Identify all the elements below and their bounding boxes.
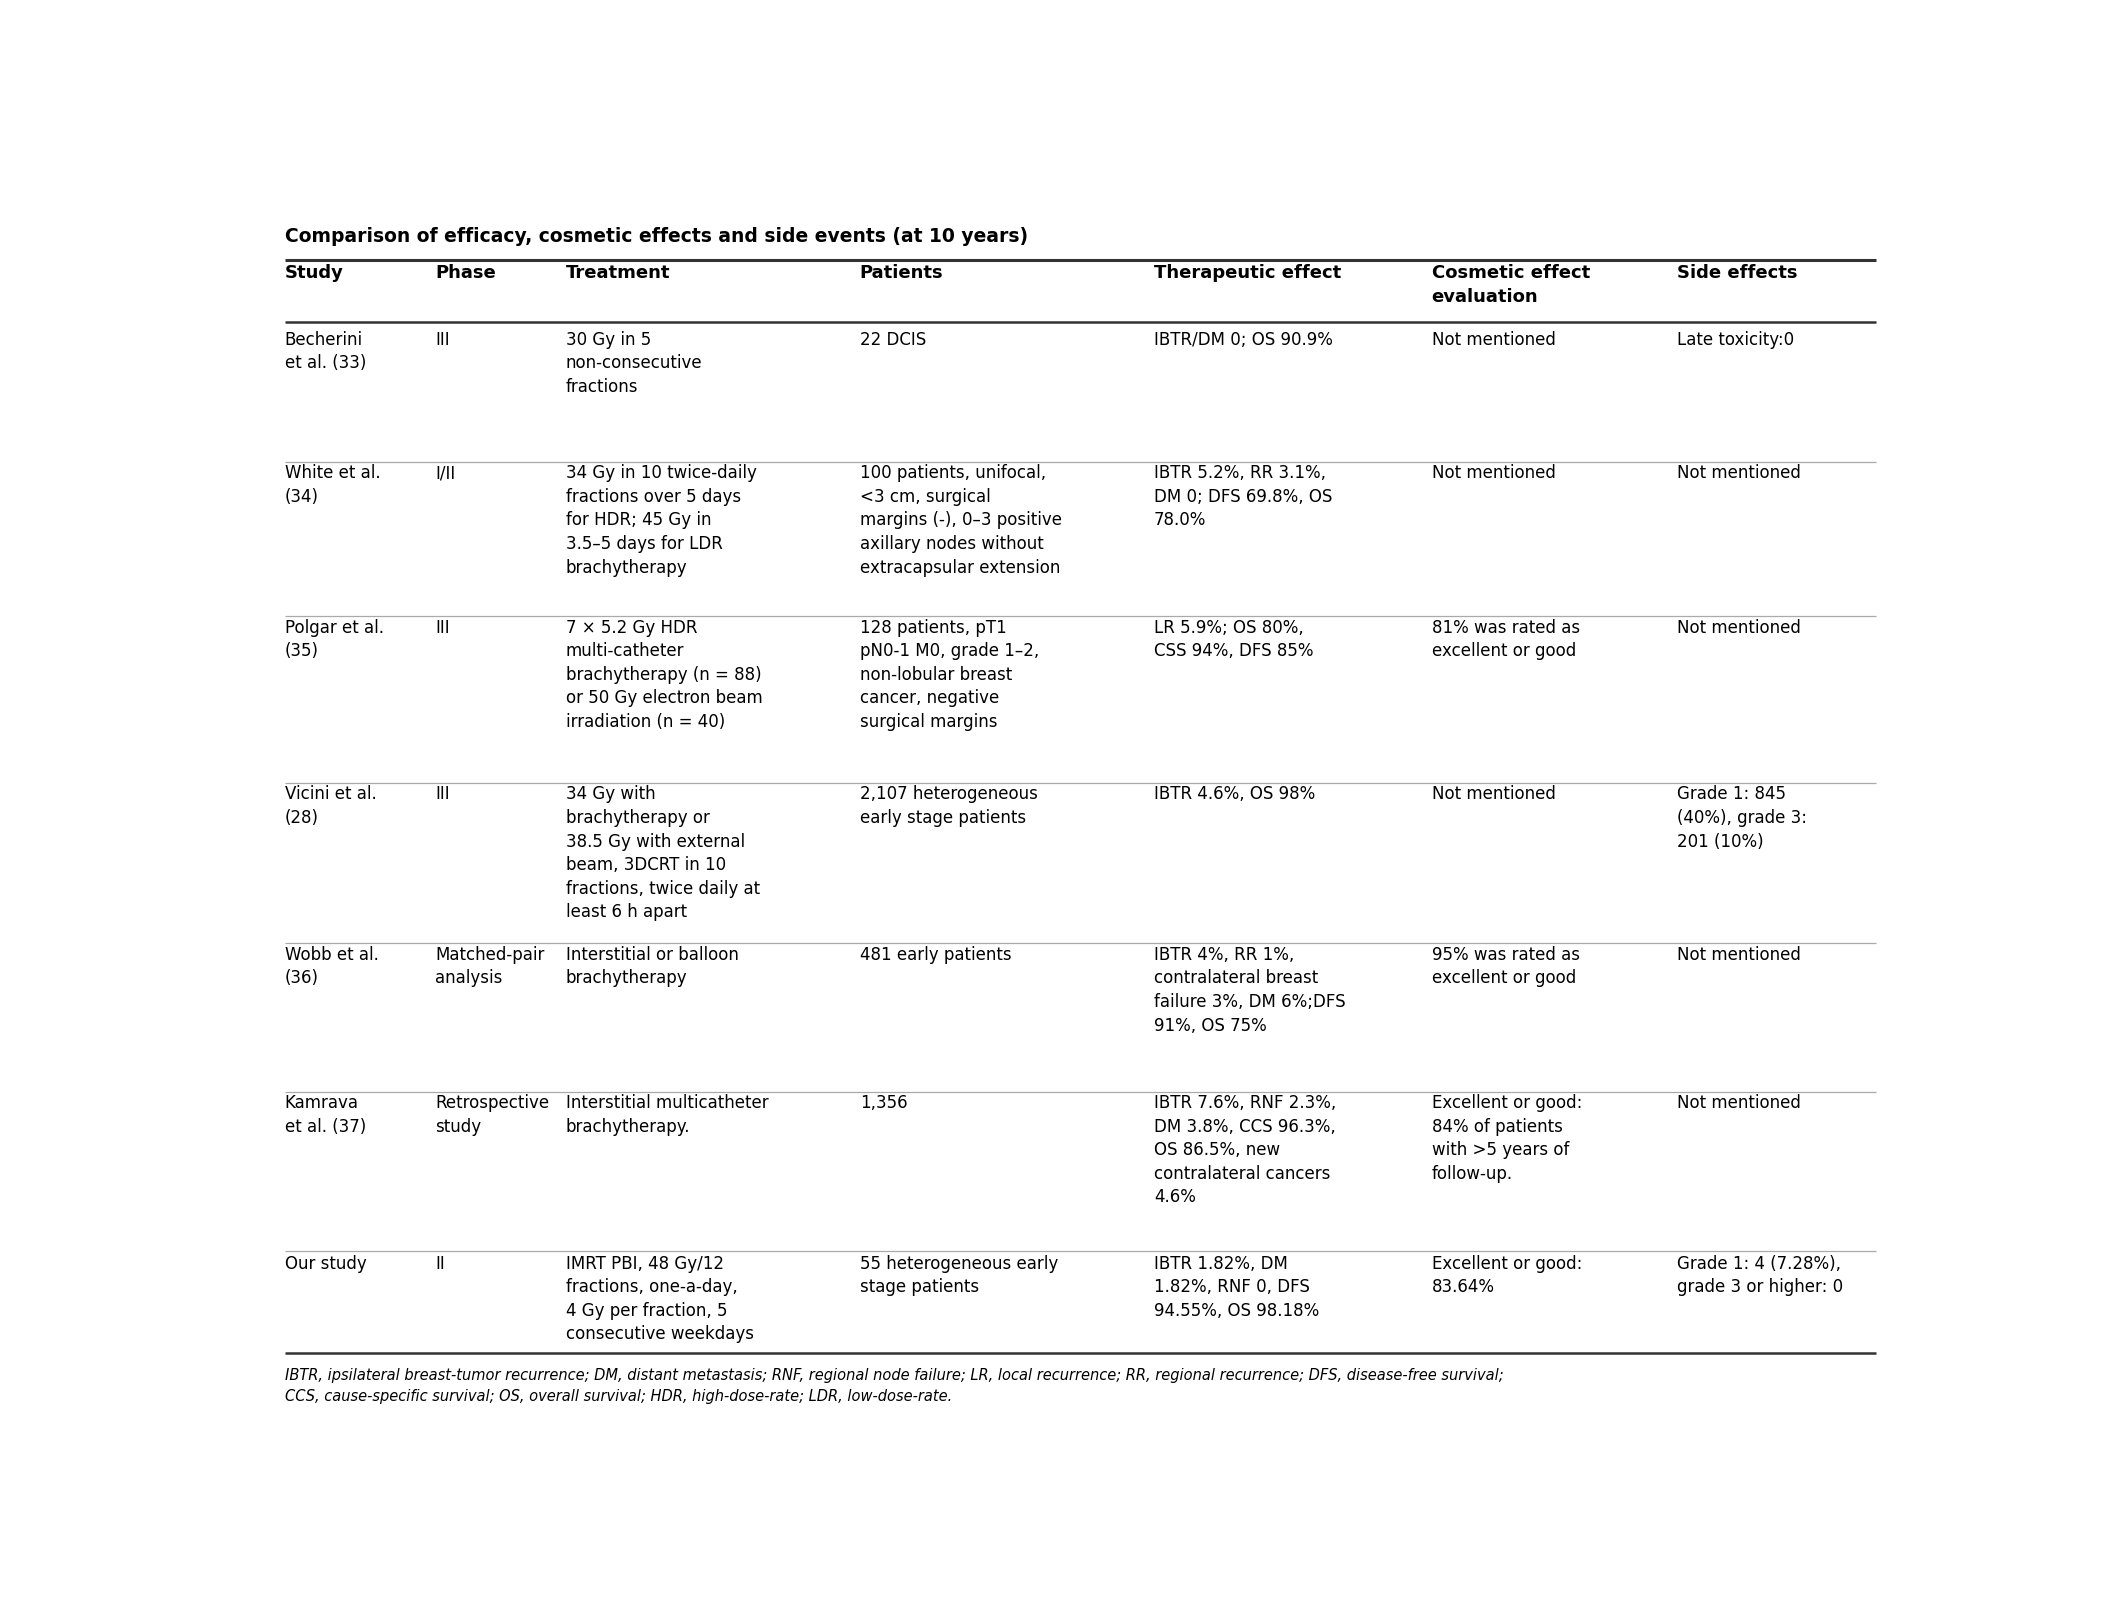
Text: 22 DCIS: 22 DCIS — [860, 330, 925, 348]
Text: Excellent or good:
84% of patients
with >5 years of
follow-up.: Excellent or good: 84% of patients with … — [1431, 1094, 1581, 1182]
Text: IBTR 4.6%, OS 98%: IBTR 4.6%, OS 98% — [1153, 786, 1315, 804]
Text: Excellent or good:
83.64%: Excellent or good: 83.64% — [1431, 1254, 1581, 1296]
Text: Not mentioned: Not mentioned — [1676, 619, 1800, 637]
Text: Comparison of efficacy, cosmetic effects and side events (at 10 years): Comparison of efficacy, cosmetic effects… — [285, 228, 1029, 245]
Text: Interstitial multicatheter
brachytherapy.: Interstitial multicatheter brachytherapy… — [565, 1094, 767, 1136]
Text: 2,107 heterogeneous
early stage patients: 2,107 heterogeneous early stage patients — [860, 786, 1037, 828]
Text: Interstitial or balloon
brachytherapy: Interstitial or balloon brachytherapy — [565, 946, 738, 988]
Text: IBTR 1.82%, DM
1.82%, RNF 0, DFS
94.55%, OS 98.18%: IBTR 1.82%, DM 1.82%, RNF 0, DFS 94.55%,… — [1153, 1254, 1320, 1320]
Text: Becherini
et al. (33): Becherini et al. (33) — [285, 330, 367, 372]
Text: Wobb et al.
(36): Wobb et al. (36) — [285, 946, 379, 988]
Text: IMRT PBI, 48 Gy/12
fractions, one-a-day,
4 Gy per fraction, 5
consecutive weekda: IMRT PBI, 48 Gy/12 fractions, one-a-day,… — [565, 1254, 755, 1344]
Text: Matched-pair
analysis: Matched-pair analysis — [434, 946, 544, 988]
Text: Not mentioned: Not mentioned — [1676, 464, 1800, 483]
Text: Treatment: Treatment — [565, 265, 670, 282]
Text: 128 patients, pT1
pN0-1 M0, grade 1–2,
non-lobular breast
cancer, negative
surgi: 128 patients, pT1 pN0-1 M0, grade 1–2, n… — [860, 619, 1039, 731]
Text: II: II — [434, 1254, 445, 1272]
Text: 34 Gy with
brachytherapy or
38.5 Gy with external
beam, 3DCRT in 10
fractions, t: 34 Gy with brachytherapy or 38.5 Gy with… — [565, 786, 759, 921]
Text: Patients: Patients — [860, 265, 944, 282]
Text: Study: Study — [285, 265, 344, 282]
Text: 95% was rated as
excellent or good: 95% was rated as excellent or good — [1431, 946, 1579, 988]
Text: Not mentioned: Not mentioned — [1431, 330, 1556, 348]
Text: III: III — [434, 330, 449, 348]
Text: IBTR 7.6%, RNF 2.3%,
DM 3.8%, CCS 96.3%,
OS 86.5%, new
contralateral cancers
4.6: IBTR 7.6%, RNF 2.3%, DM 3.8%, CCS 96.3%,… — [1153, 1094, 1336, 1206]
Text: 100 patients, unifocal,
<3 cm, surgical
margins (-), 0–3 positive
axillary nodes: 100 patients, unifocal, <3 cm, surgical … — [860, 464, 1062, 576]
Text: 30 Gy in 5
non-consecutive
fractions: 30 Gy in 5 non-consecutive fractions — [565, 330, 702, 396]
Text: Grade 1: 4 (7.28%),
grade 3 or higher: 0: Grade 1: 4 (7.28%), grade 3 or higher: 0 — [1676, 1254, 1842, 1296]
Text: LR 5.9%; OS 80%,
CSS 94%, DFS 85%: LR 5.9%; OS 80%, CSS 94%, DFS 85% — [1153, 619, 1313, 661]
Text: Polgar et al.
(35): Polgar et al. (35) — [285, 619, 384, 661]
Text: 81% was rated as
excellent or good: 81% was rated as excellent or good — [1431, 619, 1579, 661]
Text: 1,356: 1,356 — [860, 1094, 906, 1112]
Text: Vicini et al.
(28): Vicini et al. (28) — [285, 786, 377, 828]
Text: IBTR 5.2%, RR 3.1%,
DM 0; DFS 69.8%, OS
78.0%: IBTR 5.2%, RR 3.1%, DM 0; DFS 69.8%, OS … — [1153, 464, 1332, 529]
Text: Not mentioned: Not mentioned — [1431, 786, 1556, 804]
Text: Late toxicity:0: Late toxicity:0 — [1676, 330, 1794, 348]
Text: I/II: I/II — [434, 464, 455, 483]
Text: 7 × 5.2 Gy HDR
multi-catheter
brachytherapy (n = 88)
or 50 Gy electron beam
irra: 7 × 5.2 Gy HDR multi-catheter brachyther… — [565, 619, 763, 731]
Text: IBTR, ipsilateral breast-tumor recurrence; DM, distant metastasis; RNF, regional: IBTR, ipsilateral breast-tumor recurrenc… — [285, 1368, 1503, 1404]
Text: 481 early patients: 481 early patients — [860, 946, 1012, 964]
Text: IBTR/DM 0; OS 90.9%: IBTR/DM 0; OS 90.9% — [1153, 330, 1332, 348]
Text: Therapeutic effect: Therapeutic effect — [1153, 265, 1341, 282]
Text: Phase: Phase — [434, 265, 495, 282]
Text: Retrospective
study: Retrospective study — [434, 1094, 550, 1136]
Text: Not mentioned: Not mentioned — [1676, 1094, 1800, 1112]
Text: III: III — [434, 619, 449, 637]
Text: Side effects: Side effects — [1676, 265, 1798, 282]
Text: IBTR 4%, RR 1%,
contralateral breast
failure 3%, DM 6%;DFS
91%, OS 75%: IBTR 4%, RR 1%, contralateral breast fai… — [1153, 946, 1345, 1035]
Text: Our study: Our study — [285, 1254, 367, 1272]
Text: White et al.
(34): White et al. (34) — [285, 464, 379, 505]
Text: 55 heterogeneous early
stage patients: 55 heterogeneous early stage patients — [860, 1254, 1058, 1296]
Text: III: III — [434, 786, 449, 804]
Text: Kamrava
et al. (37): Kamrava et al. (37) — [285, 1094, 367, 1136]
Text: Grade 1: 845
(40%), grade 3:
201 (10%): Grade 1: 845 (40%), grade 3: 201 (10%) — [1676, 786, 1807, 850]
Text: 34 Gy in 10 twice-daily
fractions over 5 days
for HDR; 45 Gy in
3.5–5 days for L: 34 Gy in 10 twice-daily fractions over 5… — [565, 464, 757, 576]
Text: Cosmetic effect
evaluation: Cosmetic effect evaluation — [1431, 265, 1589, 306]
Text: Not mentioned: Not mentioned — [1676, 946, 1800, 964]
Text: Not mentioned: Not mentioned — [1431, 464, 1556, 483]
